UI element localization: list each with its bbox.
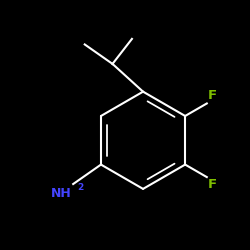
Text: 2: 2 — [77, 184, 84, 192]
Text: F: F — [208, 178, 217, 192]
Text: F: F — [208, 89, 217, 102]
Text: NH: NH — [51, 187, 72, 200]
